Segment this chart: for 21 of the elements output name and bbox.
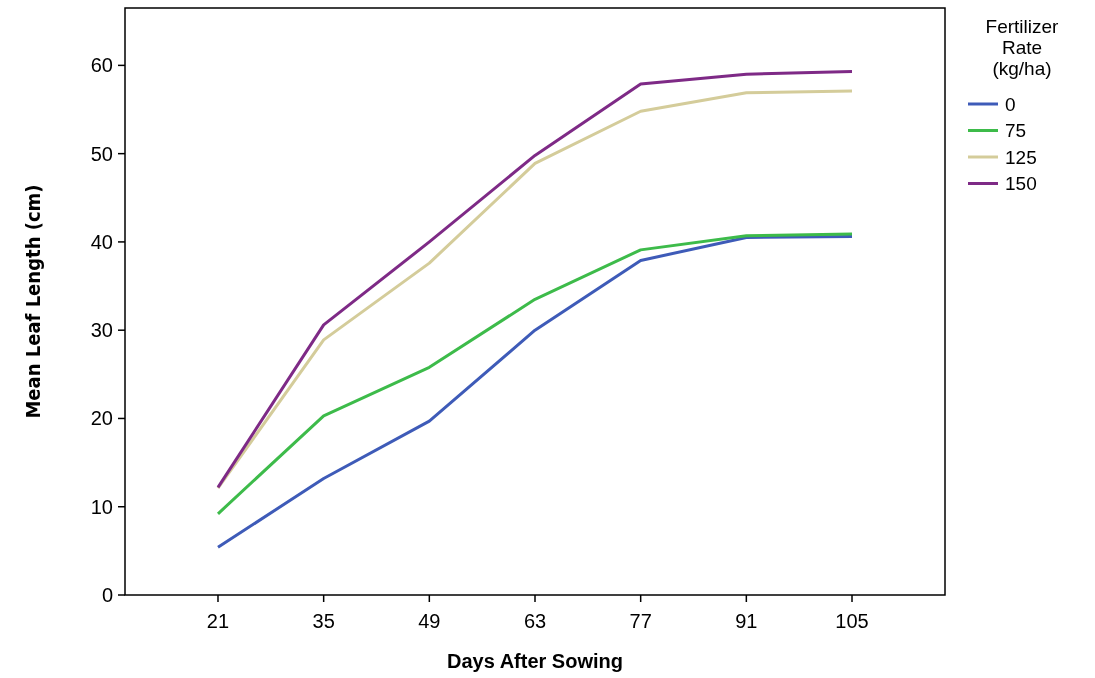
x-tick-label: 77 [629, 610, 652, 632]
legend-label: 0 [1005, 93, 1016, 115]
x-tick-label: 49 [418, 610, 441, 632]
y-tick-label: 40 [90, 230, 113, 253]
y-tick-label: 0 [101, 584, 113, 606]
y-axis-title: Mean Leaf Length (cm) [21, 184, 45, 419]
legend-title: Fertilizer Rate (kg/ha) [985, 16, 1060, 79]
y-tick-label: 30 [90, 319, 113, 342]
legend-label: 75 [1005, 120, 1027, 142]
x-tick-label: 91 [735, 610, 758, 632]
y-tick-label: 10 [90, 495, 113, 518]
x-tick-label: 63 [523, 610, 547, 632]
legend-label: 125 [1005, 146, 1037, 168]
y-tick-label: 50 [90, 142, 113, 165]
x-tick-label: 35 [312, 610, 335, 632]
y-tick-label: 20 [90, 407, 113, 430]
x-tick-label: 105 [835, 610, 869, 632]
x-tick-label: 21 [206, 610, 230, 632]
x-axis-title: Days After Sowing [447, 650, 623, 672]
legend-label: 150 [1005, 173, 1037, 195]
y-tick-label: 60 [90, 54, 113, 77]
